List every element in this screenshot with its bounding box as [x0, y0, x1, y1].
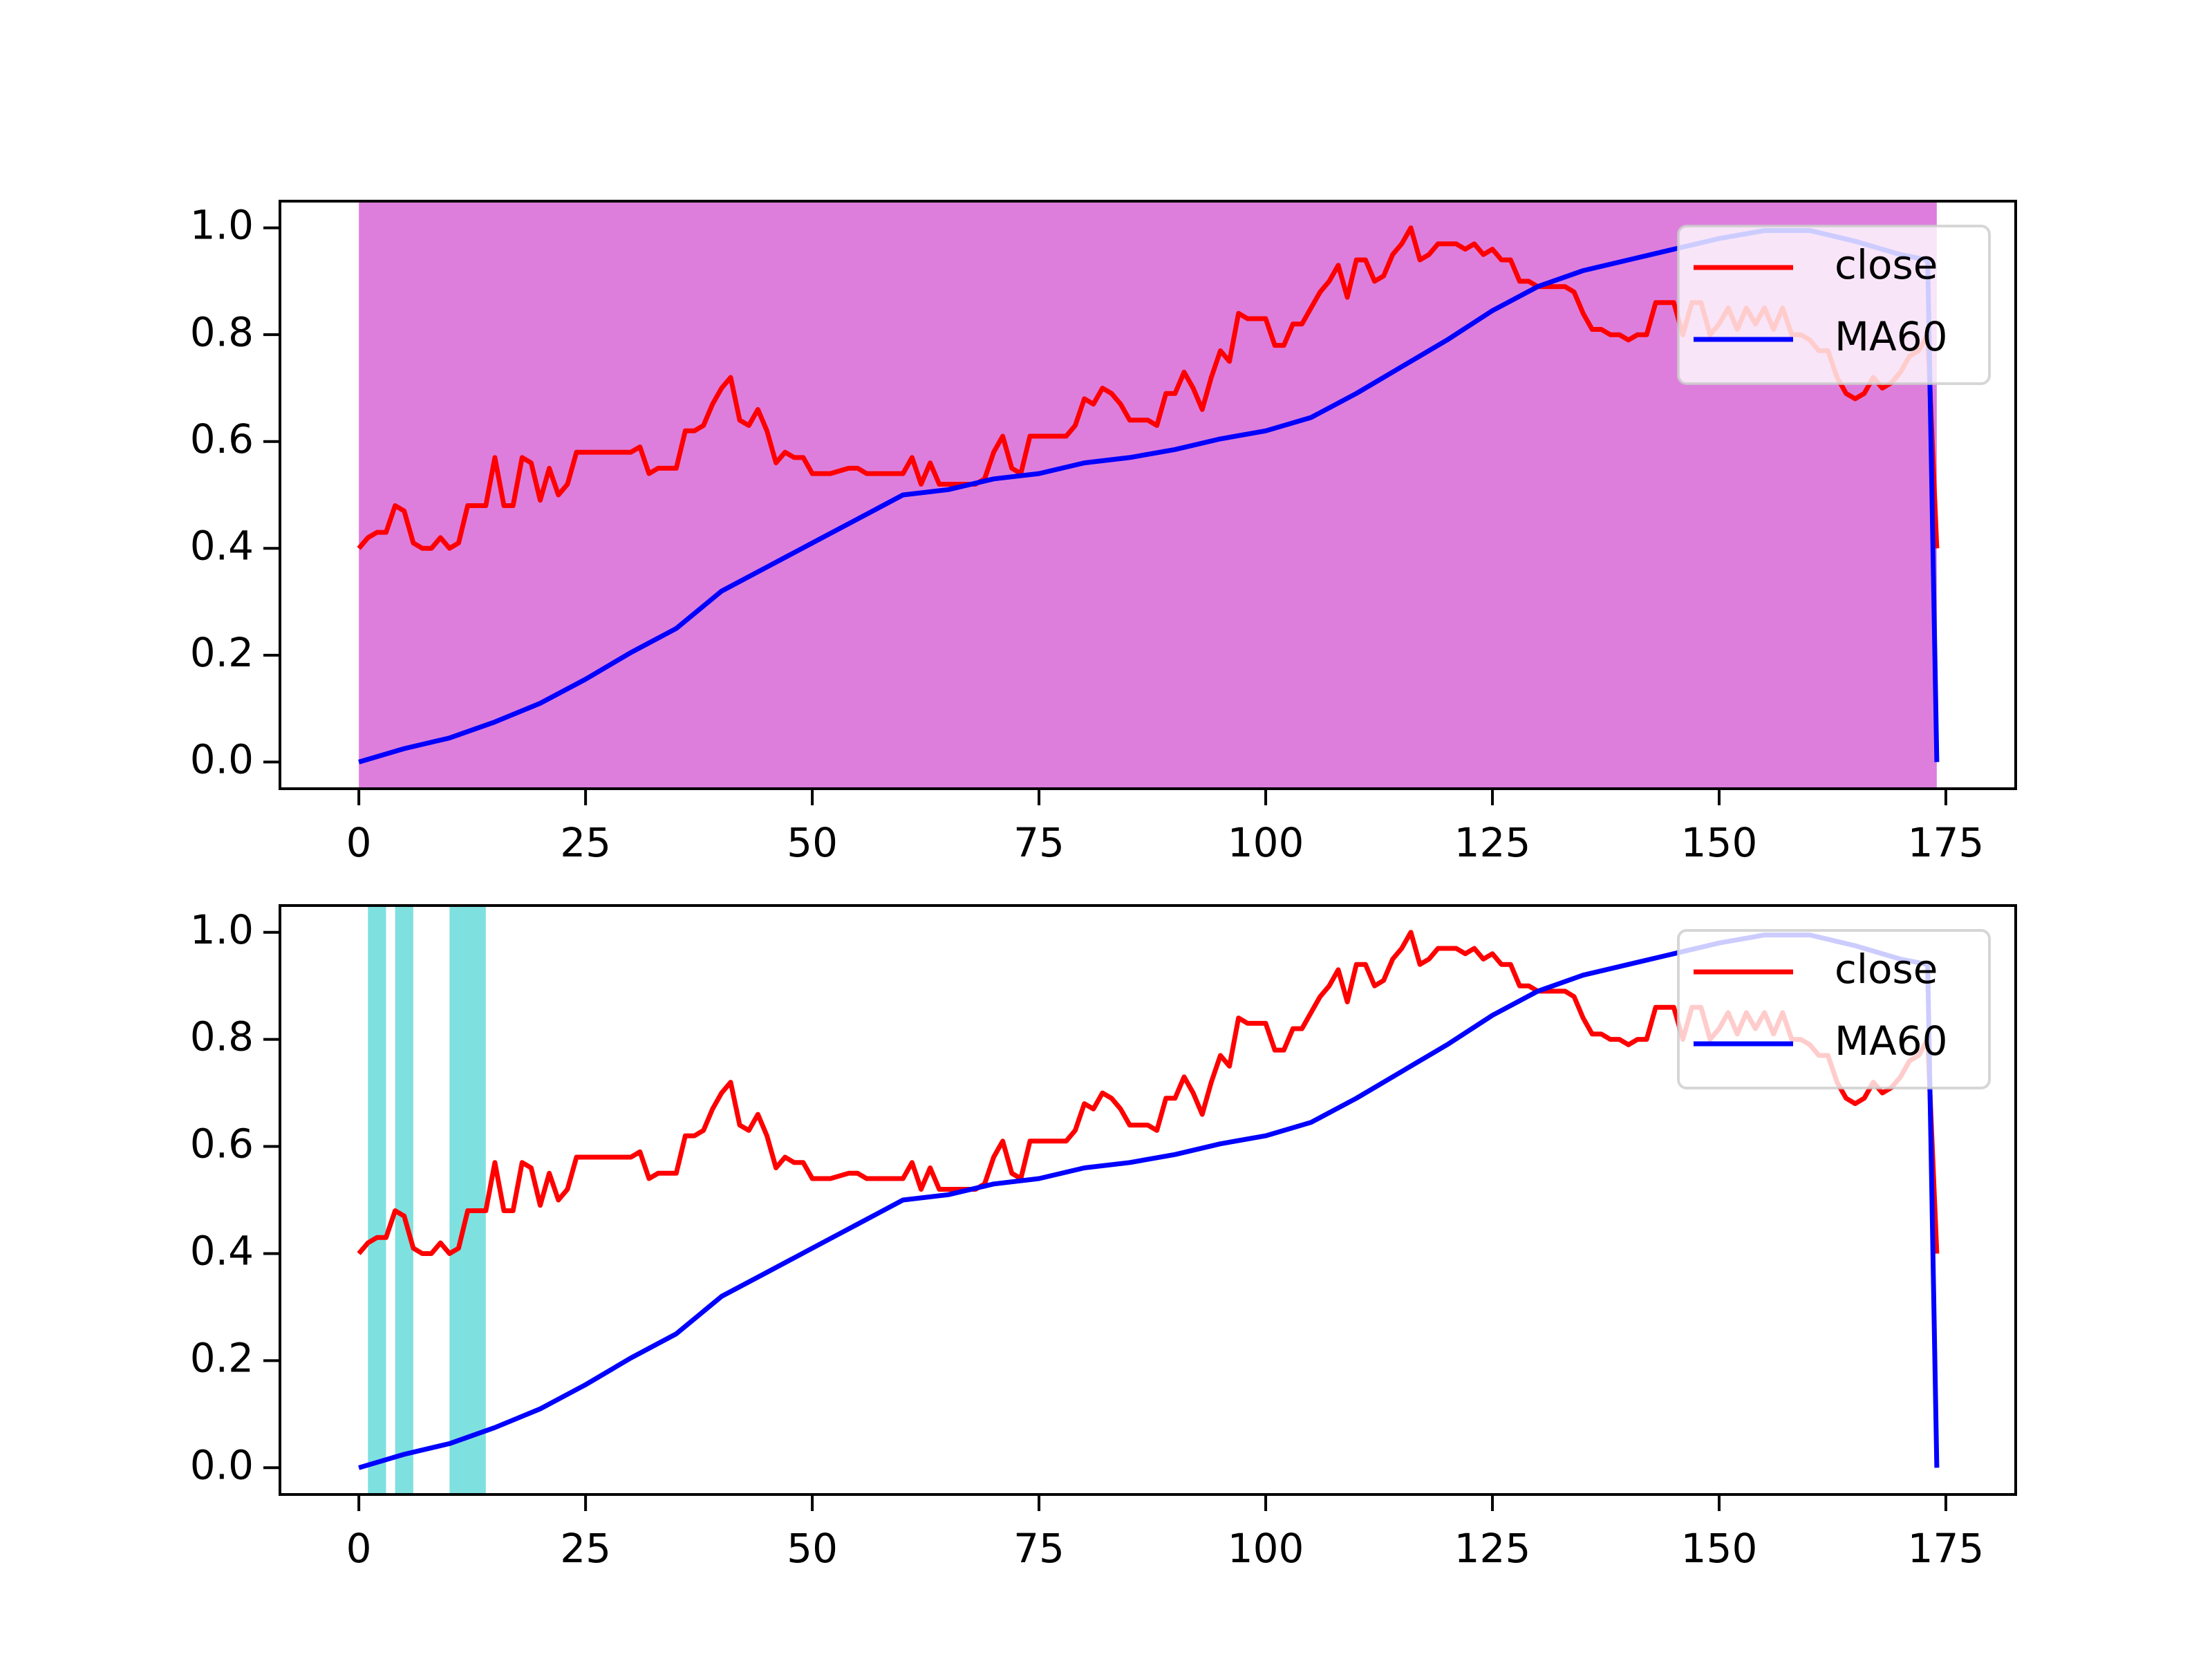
span	[449, 906, 486, 1494]
axes: 0 25 50 75 100 125 150 175 0.0 0.2 0.4 0.6 0.8 1.0 clo…	[190, 200, 2017, 866]
x-tick-label: 175	[1908, 819, 1985, 866]
x-tick-label: 50	[787, 819, 838, 866]
x-tick-label: 150	[1681, 819, 1758, 866]
x-tick-label: 150	[1681, 1525, 1758, 1572]
y-tick-label: 0.6	[190, 1121, 254, 1168]
y-tick-label: 0.2	[190, 629, 254, 676]
x-tick-label: 100	[1228, 1525, 1304, 1572]
x-tick-label: 0	[346, 1525, 372, 1572]
legend-label: close	[1835, 241, 1938, 288]
x-tick-label: 25	[560, 1525, 611, 1572]
legend-label: MA60	[1835, 313, 1948, 360]
span	[395, 906, 413, 1494]
x-tick-label: 50	[787, 1525, 838, 1572]
legend: close MA60	[1677, 929, 1991, 1089]
y-tick-label: 0.0	[190, 1441, 254, 1488]
y-tick-label: 1.0	[190, 906, 254, 953]
y-tick-label: 0.4	[190, 522, 254, 569]
y-tick-label: 0.2	[190, 1334, 254, 1381]
x-tick-label: 75	[1013, 1525, 1065, 1572]
legend-label: close	[1835, 946, 1938, 993]
x-tick-label: 0	[346, 819, 372, 866]
y-tick-label: 0.8	[190, 1013, 254, 1060]
x-tick-label: 175	[1908, 1525, 1985, 1572]
x-tick-label: 25	[560, 819, 611, 866]
x-tick-label: 125	[1454, 1525, 1531, 1572]
x-tick-label: 75	[1013, 819, 1065, 866]
legend-label: MA60	[1835, 1018, 1948, 1065]
axes-frame	[279, 904, 2017, 1496]
y-tick-label: 0.4	[190, 1228, 254, 1275]
span	[359, 201, 1937, 789]
x-tick-label: 125	[1454, 819, 1531, 866]
span	[368, 906, 386, 1494]
legend: close MA60	[1677, 225, 1991, 385]
y-tick-label: 0.6	[190, 415, 254, 462]
axes: 0 25 50 75 100 125 150 175 0.0 0.2 0.4 0.6 0.8 1.0 clo…	[190, 904, 2017, 1572]
y-tick-label: 0.8	[190, 308, 254, 355]
axes-frame	[279, 200, 2017, 790]
y-tick-label: 0.0	[190, 735, 254, 782]
y-tick-label: 1.0	[190, 202, 254, 249]
x-tick-label: 100	[1228, 819, 1304, 866]
